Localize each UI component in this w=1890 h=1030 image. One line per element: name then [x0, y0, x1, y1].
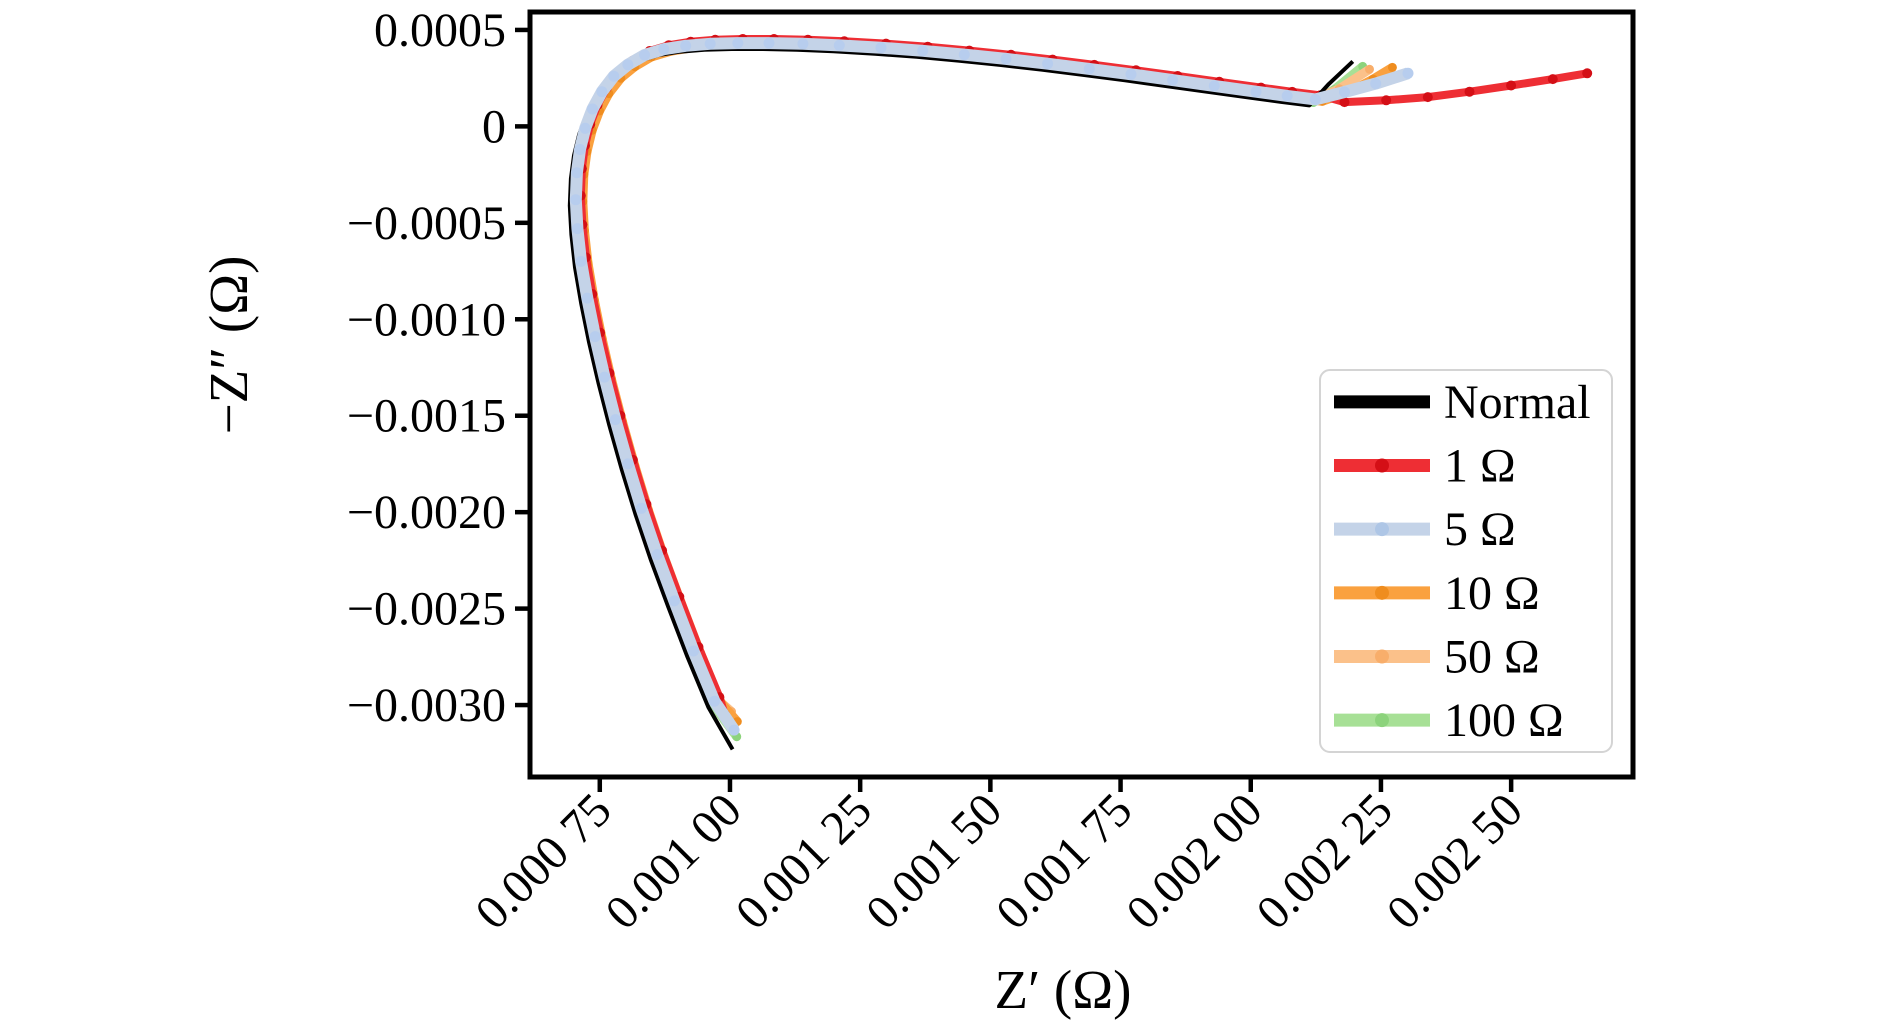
- legend-entry-100-ω: 100 Ω: [1334, 694, 1564, 747]
- x-tick-label: 0.001 00: [595, 783, 751, 939]
- x-tick-label: 0.002 00: [1116, 783, 1272, 939]
- series-marker: [763, 37, 775, 49]
- y-tick-label: 0.0005: [374, 4, 506, 57]
- legend-marker-sample: [1375, 522, 1389, 537]
- series-marker: [1370, 78, 1382, 90]
- legend-label: 5 Ω: [1444, 503, 1516, 556]
- x-tick-label: 0.000 75: [465, 783, 621, 939]
- series-marker: [575, 255, 587, 267]
- series-marker: [651, 549, 663, 561]
- series-marker: [581, 292, 593, 304]
- series-marker: [596, 86, 608, 98]
- series-marker: [574, 144, 586, 155]
- legend-label: 100 Ω: [1444, 694, 1564, 747]
- series-marker: [635, 502, 647, 514]
- legend-label: 50 Ω: [1444, 631, 1540, 684]
- y-tick-label: −0.0010: [347, 293, 506, 346]
- series-marker: [1309, 93, 1321, 105]
- legend-marker-sample: [1375, 649, 1389, 664]
- series-5-ω: [569, 37, 1414, 736]
- legend-label: 10 Ω: [1444, 567, 1540, 620]
- series-marker: [1387, 62, 1397, 72]
- series-marker: [732, 37, 744, 49]
- series-marker: [570, 194, 582, 206]
- series-marker: [704, 38, 716, 50]
- x-tick-label: 0.002 25: [1246, 783, 1402, 939]
- series-marker: [1339, 86, 1350, 98]
- series-marker: [639, 49, 651, 61]
- x-tick-label: 0.001 50: [856, 783, 1012, 939]
- series-marker: [833, 39, 845, 51]
- series-marker: [1281, 90, 1293, 102]
- legend-entry-normal: Normal: [1334, 376, 1591, 429]
- series-marker: [708, 695, 720, 707]
- series-marker: [579, 122, 591, 134]
- plot-spines: [527, 9, 1636, 780]
- y-tick-label: −0.0005: [347, 197, 506, 250]
- series-marker: [622, 458, 634, 470]
- series-marker: [571, 223, 583, 235]
- y-axis-label: −Z″ (Ω): [198, 256, 259, 435]
- y-tick-label: −0.0015: [347, 390, 506, 443]
- data-series: [567, 34, 1593, 751]
- series-marker: [1339, 97, 1350, 108]
- y-tick-label: −0.0030: [347, 679, 506, 732]
- series-marker: [1381, 95, 1392, 106]
- series-marker: [1167, 74, 1179, 86]
- series-marker: [1000, 53, 1012, 65]
- legend-label: 1 Ω: [1444, 440, 1516, 493]
- legend: Normal 1 Ω 5 Ω 10 Ω 50 Ω 100 Ω: [1319, 369, 1613, 753]
- series-marker: [658, 43, 670, 55]
- legend-marker-sample: [1375, 713, 1389, 728]
- series-marker: [1208, 80, 1220, 92]
- series-marker: [1422, 92, 1433, 103]
- x-axis-label: Z′ (Ω): [995, 959, 1132, 1020]
- series-marker: [608, 70, 620, 82]
- series-marker: [1582, 68, 1593, 79]
- series-marker: [1042, 58, 1054, 70]
- series-marker: [1250, 86, 1262, 98]
- series-10-ω: [578, 40, 1397, 727]
- x-tick-label: 0.001 25: [726, 783, 882, 939]
- series-marker: [688, 645, 699, 657]
- series-marker: [1547, 74, 1558, 85]
- series-line: [569, 37, 1410, 734]
- series-marker: [797, 38, 809, 50]
- y-tick-label: 0: [482, 100, 506, 153]
- series-50-ω: [574, 36, 1374, 717]
- series-marker: [1464, 86, 1475, 97]
- series-marker: [589, 331, 601, 343]
- series-marker: [1083, 63, 1095, 75]
- y-tick-label: −0.0025: [347, 583, 506, 636]
- series-marker: [599, 371, 610, 383]
- y-tick-label: −0.0020: [347, 486, 506, 539]
- legend-entry-5-ω: 5 Ω: [1334, 503, 1516, 556]
- series-marker: [1402, 67, 1414, 79]
- series-marker: [680, 40, 692, 52]
- series-marker: [1365, 64, 1374, 74]
- series-marker: [668, 595, 680, 607]
- legend-entry-50-ω: 50 Ω: [1334, 631, 1540, 684]
- legend-marker-sample: [1375, 585, 1389, 600]
- series-marker: [587, 103, 598, 115]
- series-line: [574, 36, 1372, 715]
- x-tick-label: 0.001 75: [986, 783, 1142, 939]
- series-marker: [622, 59, 634, 71]
- series-marker: [1125, 68, 1137, 80]
- series-marker: [875, 42, 887, 54]
- legend-entry-1-ω: 1 Ω: [1334, 440, 1516, 493]
- series-marker: [1506, 80, 1517, 91]
- series-line: [578, 40, 1395, 725]
- legend-marker-sample: [1375, 458, 1389, 473]
- legend-label: Normal: [1444, 376, 1591, 429]
- series-marker: [571, 167, 583, 179]
- x-tick-label: 0.002 50: [1377, 783, 1533, 939]
- series-marker: [728, 724, 740, 736]
- series-marker: [609, 414, 621, 426]
- series-marker: [958, 49, 970, 61]
- legend-entry-10-ω: 10 Ω: [1334, 567, 1540, 620]
- series-marker: [917, 45, 929, 57]
